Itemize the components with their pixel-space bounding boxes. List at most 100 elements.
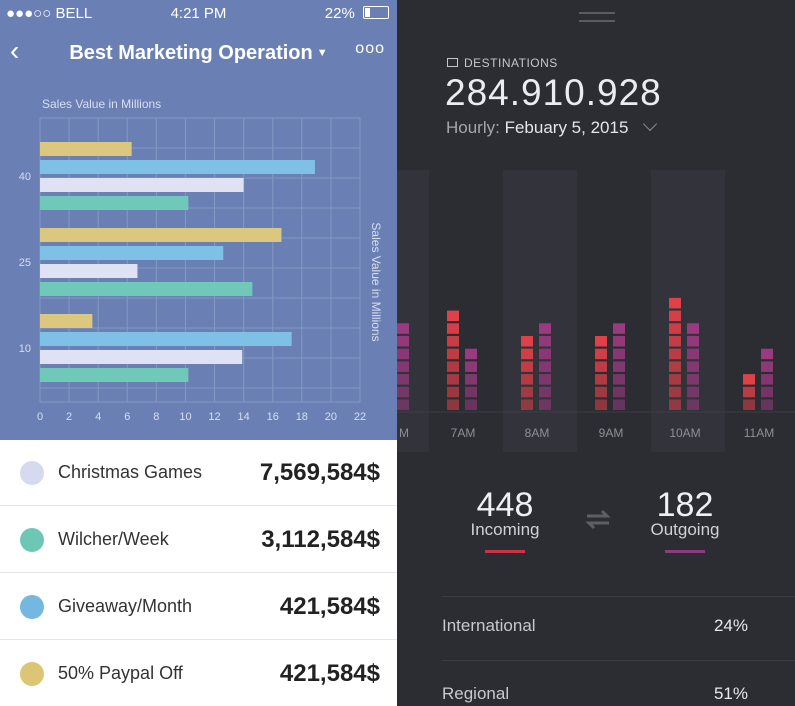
bar-50-paypal-off [40, 314, 93, 328]
list-item[interactable]: Giveaway/Month 421,584$ [0, 574, 397, 640]
outgoing-block [613, 374, 625, 385]
incoming-block [447, 310, 459, 322]
outgoing-block [687, 386, 699, 398]
hour-label: 11AM [744, 426, 774, 440]
sales-list: Christmas Games 7,569,584$ Wilcher/Week 3,1… [0, 440, 397, 706]
monitor-icon [447, 58, 458, 67]
destinations-header: DESTINATIONS [447, 56, 558, 70]
x-tick-label: 14 [238, 411, 250, 423]
outgoing-block [539, 348, 551, 360]
x-tick-label: 16 [267, 411, 279, 423]
incoming-block [521, 399, 533, 410]
chart-bars [40, 142, 315, 382]
stat-value: 24% [713, 616, 748, 635]
incoming-block [447, 336, 459, 347]
chart-y-ticks: 40 25 10 [19, 171, 31, 355]
y-tick-label: 40 [19, 171, 31, 183]
list-item-label: 50% Paypal Off [58, 663, 183, 683]
stat-row-international[interactable]: International 24% [442, 616, 748, 636]
page-title-text: Best Marketing Operation [69, 42, 313, 64]
more-options-icon[interactable]: ooo [355, 40, 385, 57]
x-tick-label: 6 [124, 411, 130, 423]
incoming-block [743, 399, 755, 410]
incoming-counter: 448 Incoming [445, 486, 565, 553]
drag-handle-icon[interactable] [579, 12, 615, 22]
x-tick-label: 20 [325, 411, 337, 423]
hour-label: M [399, 426, 409, 440]
outgoing-block [761, 348, 773, 360]
y-tick-label: 25 [19, 257, 31, 269]
stat-label: Regional [442, 684, 510, 703]
clock: 4:21 PM [170, 5, 227, 22]
outgoing-block [397, 336, 409, 347]
outgoing-block [613, 348, 625, 360]
incoming-block [595, 361, 607, 372]
outgoing-counter: 182 Outgoing [625, 486, 745, 553]
incoming-block [521, 336, 533, 347]
incoming-value: 448 [476, 486, 534, 524]
legend-dot-icon [20, 595, 44, 619]
outgoing-block [687, 361, 699, 372]
battery-icon [363, 6, 389, 19]
bar-giveaway-month [40, 160, 315, 174]
bar-50-paypal-off [40, 142, 132, 156]
incoming-block [669, 374, 681, 385]
incoming-block [743, 386, 755, 398]
x-tick-label: 12 [208, 411, 220, 423]
list-item[interactable]: Christmas Games 7,569,584$ [0, 440, 397, 506]
outgoing-block [397, 374, 409, 385]
hour-label: 8AM [525, 426, 550, 440]
incoming-block [447, 323, 459, 334]
legend-dot-icon [20, 528, 44, 552]
battery-percent: 22% [324, 5, 355, 22]
list-item[interactable]: 50% Paypal Off 421,584$ [0, 641, 397, 706]
back-icon[interactable]: ‹ [10, 35, 20, 66]
outgoing-label: Outgoing [650, 520, 720, 539]
bar-christmas-games [40, 264, 138, 278]
nav-bar: ‹ Best Marketing Operation ▼ ooo [0, 30, 397, 76]
incoming-block [669, 336, 681, 347]
outgoing-block [397, 399, 409, 410]
legend-dot-icon [20, 662, 44, 686]
bar-giveaway-month [40, 332, 292, 346]
incoming-block [595, 336, 607, 347]
outgoing-block [613, 361, 625, 372]
incoming-block [447, 361, 459, 372]
chevron-down-icon: ▼ [316, 47, 328, 59]
outgoing-block [465, 361, 477, 372]
hourly-label: Hourly: [446, 118, 500, 137]
incoming-label: Incoming [470, 520, 540, 539]
outgoing-block [539, 386, 551, 398]
stat-label: International [442, 616, 536, 635]
page-title[interactable]: Best Marketing Operation ▼ [0, 42, 397, 65]
outgoing-block [761, 399, 773, 410]
carrier-signal: ●●●○○ BELL [6, 5, 93, 22]
hour-label: 9AM [599, 426, 624, 440]
outgoing-block [465, 348, 477, 360]
destinations-panel: DESTINATIONS 284.910.928 Hourly: Febuary… [397, 0, 795, 706]
outgoing-block [539, 374, 551, 385]
list-item[interactable]: Wilcher/Week 3,112,584$ [0, 507, 397, 573]
sales-bar-chart: Sales Value in Millions 40 25 10 0 2 4 6 8 10 12… [19, 97, 383, 423]
list-item-value: 421,584$ [279, 593, 380, 620]
divider [442, 660, 795, 661]
sales-panel: ●●●○○ BELL 4:21 PM 22% ‹ Best Marketing … [0, 0, 397, 706]
bar-christmas-games [40, 178, 244, 192]
date-selector[interactable]: Hourly: Febuary 5, 2015 [446, 116, 658, 138]
hourly-block-chart: M 7AM 8AM 9AM 10AM 11AM [397, 170, 795, 452]
bar-50-paypal-off [40, 228, 282, 242]
chart-right-axis-label: Sales Value in Millions [369, 222, 383, 341]
incoming-block [521, 386, 533, 398]
stat-row-regional[interactable]: Regional 51% [442, 684, 748, 704]
hourly-date: Febuary 5, 2015 [504, 118, 629, 137]
outgoing-block [465, 374, 477, 385]
bar-giveaway-month [40, 246, 224, 260]
swap-icon[interactable] [583, 508, 613, 530]
outgoing-block [761, 386, 773, 398]
incoming-block [447, 348, 459, 360]
outgoing-block [687, 399, 699, 410]
chart-title: Sales Value in Millions [42, 97, 161, 111]
bar-wilcher-week [40, 196, 189, 210]
x-tick-label: 10 [179, 411, 191, 423]
incoming-block [521, 374, 533, 385]
